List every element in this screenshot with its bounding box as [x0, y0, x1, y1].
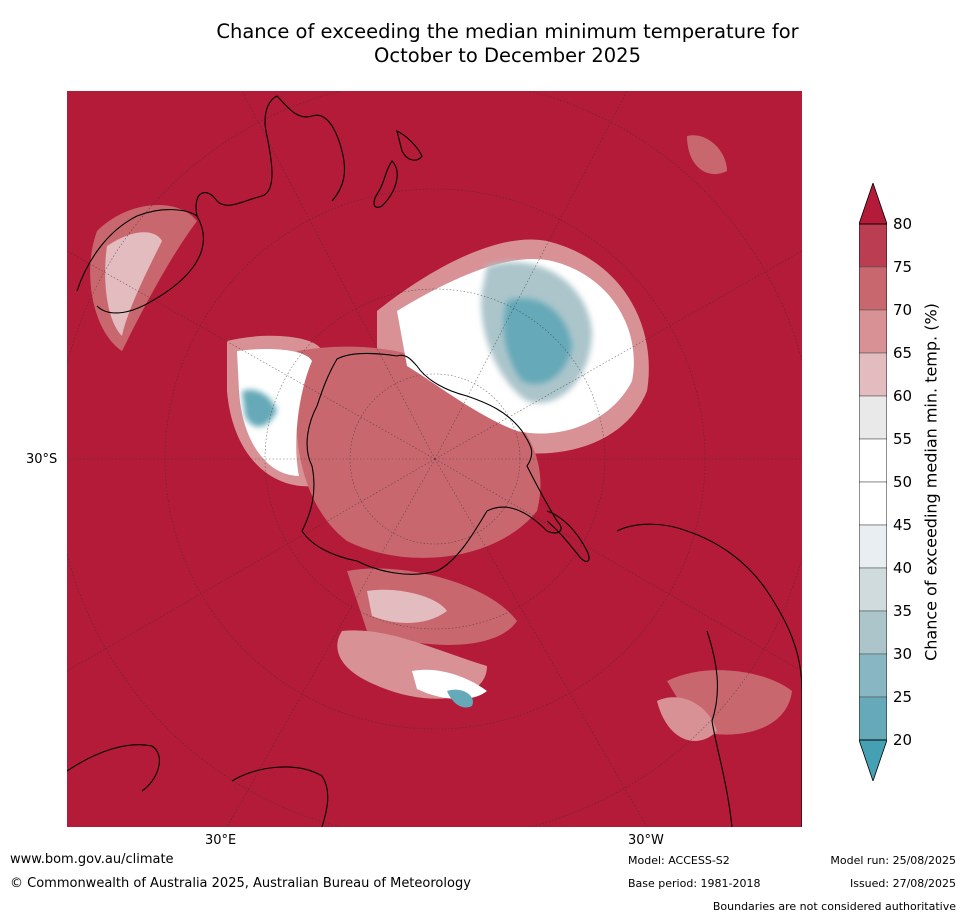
colorbar-tick-label: 65	[893, 344, 913, 362]
new-zealand-outline	[373, 129, 423, 208]
south-america-outline	[616, 523, 802, 827]
colorbar-tick-label: 70	[893, 301, 913, 319]
antarctic-peninsula	[546, 510, 590, 562]
colorbar-arrow-top	[859, 183, 887, 225]
colorbar-box	[859, 524, 887, 569]
title-line-1: Chance of exceeding the median minimum t…	[216, 20, 799, 43]
footer-model-run: Model run: 25/08/2025	[830, 854, 956, 867]
longitude-label-30e: 30°E	[205, 833, 237, 848]
footer-url[interactable]: www.bom.gov.au/climate	[10, 852, 174, 867]
latitude-label: 30°S	[26, 452, 58, 467]
colorbar-title: Chance of exceeding median min. temp. (%…	[921, 303, 941, 661]
coastlines	[67, 95, 802, 827]
footer-copyright: © Commonwealth of Australia 2025, Austra…	[10, 876, 471, 891]
colorbar-tick-label: 80	[893, 215, 913, 233]
colorbar-tick-label: 50	[893, 473, 913, 491]
colorbar-tick-label: 60	[893, 387, 913, 405]
footer-model: Model: ACCESS-S2	[628, 854, 730, 867]
colorbar-tick-label: 20	[893, 731, 913, 749]
colorbar-tick-label: 75	[893, 258, 913, 276]
colorbar-box	[859, 395, 887, 440]
colorbar	[859, 183, 887, 781]
title-line-2: October to December 2025	[374, 44, 641, 67]
australia-outline	[76, 95, 346, 314]
map-title: Chance of exceeding the median minimum t…	[60, 20, 955, 68]
below-median-shading	[242, 262, 592, 708]
graticule	[67, 91, 802, 827]
colorbar-tick-label: 25	[893, 688, 913, 706]
colorbar-tick-label: 40	[893, 559, 913, 577]
colorbar-arrow-bottom	[859, 739, 887, 781]
colorbar-box	[859, 223, 887, 268]
colorbar-tick-label: 35	[893, 602, 913, 620]
longitude-label-30w: 30°W	[628, 833, 664, 848]
colorbar-box	[859, 696, 887, 741]
footer-disclaimer: Boundaries are not considered authoritat…	[712, 900, 956, 913]
footer-issued: Issued: 27/08/2025	[849, 877, 956, 890]
colorbar-box	[859, 309, 887, 354]
colorbar-box	[859, 438, 887, 483]
antarctica-outline	[301, 352, 562, 575]
colorbar-box	[859, 352, 887, 397]
colorbar-box	[859, 567, 887, 612]
map-panel[interactable]	[67, 91, 802, 827]
colorbar-tick-label: 30	[893, 645, 913, 663]
colorbar-box	[859, 653, 887, 698]
colorbar-tick-label: 45	[893, 516, 913, 534]
footer-base-period: Base period: 1981-2018	[628, 877, 761, 890]
colorbar-tick-label: 55	[893, 430, 913, 448]
colorbar-box	[859, 481, 887, 526]
colorbar-box	[859, 610, 887, 655]
colorbar-box	[859, 266, 887, 311]
africa-outline	[67, 744, 329, 827]
